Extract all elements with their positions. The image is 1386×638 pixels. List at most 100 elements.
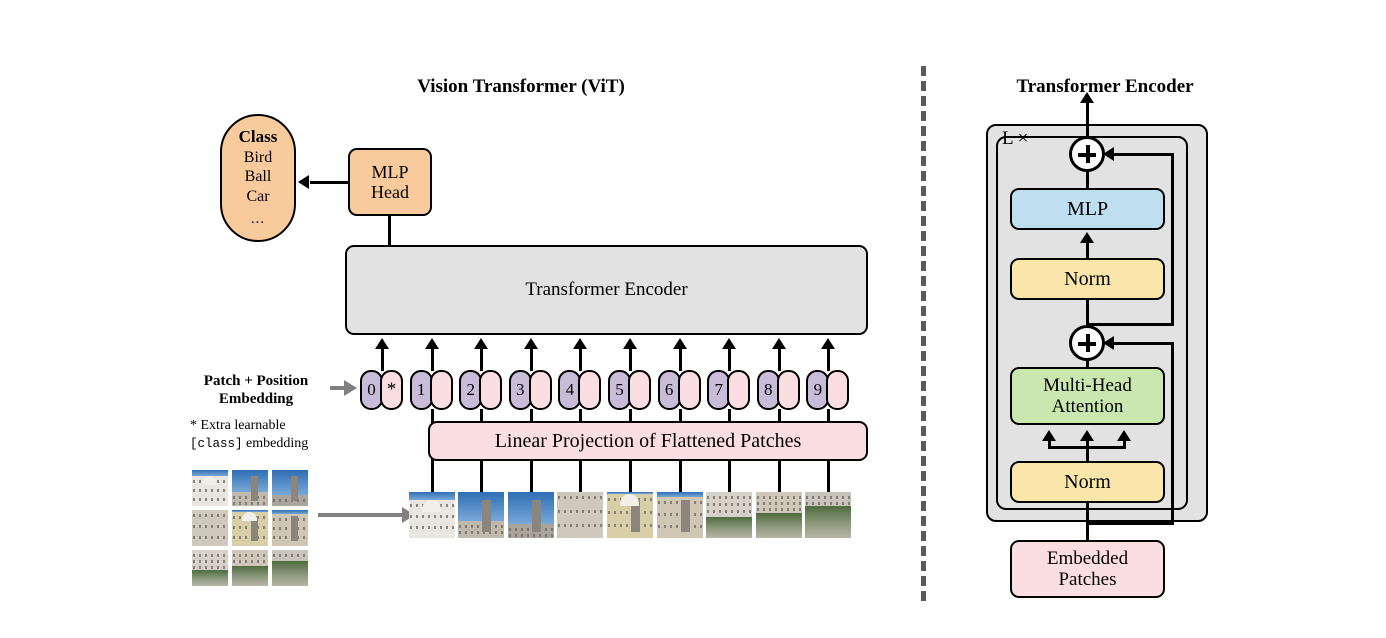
mlp-block: MLP [1010,188,1165,230]
patch-window-row [707,510,751,513]
patch-window-row [193,489,227,492]
token-capsule-5: 5 [608,370,651,410]
flattened-patch-2 [508,492,554,538]
token-capsule-4: 4 [558,370,602,410]
patch-embedding-7 [727,370,751,410]
residual-upper-hline-top [1112,153,1174,156]
token-to-encoder-arrowhead-7 [722,338,737,349]
source-patch-5 [272,510,308,546]
token-to-encoder-arrowhead-6 [672,338,687,349]
norm-top-to-mlp-line [1086,240,1089,260]
patch-dome [422,500,441,512]
patch-sky [508,492,554,524]
flattened-patch-7 [756,492,802,538]
patch-embedding-2 [479,370,503,410]
token-to-encoder-arrowhead-1 [424,338,439,349]
flattened-patch-1 [458,492,504,538]
encoder-output-line [1086,98,1089,142]
norm-bottom-block: Norm [1010,461,1165,503]
token-to-encoder-line-1 [430,349,434,371]
qkv-arrow-k [1080,430,1094,441]
patch-window-row [193,560,227,563]
transformer-encoder-label: Transformer Encoder [525,279,688,300]
patch-window-row [757,496,801,499]
linear-projection-label: Linear Projection of Flattened Patches [494,429,802,452]
residual-add-bottom [1069,325,1105,361]
patch-to-projection-line-5 [629,459,632,492]
footnote-code: [class] [190,436,243,451]
token-to-encoder-line-6 [678,349,682,371]
token-capsule-2: 2 [459,370,503,410]
patch-sky [232,510,268,512]
patch-sky [232,470,268,492]
patch-ground [192,570,228,586]
patch-to-projection-line-4 [579,459,583,492]
projection-to-token-line-9 [827,409,831,423]
source-patch-2 [272,470,308,506]
token-to-encoder-line-2 [480,349,484,371]
token-to-encoder-line-0 [381,349,384,371]
patch-tower [291,516,298,541]
mlp-head-to-encoder-line [388,214,391,247]
patch-window-row [273,536,307,539]
flattened-patch-0 [409,492,455,538]
residual-add-top [1069,136,1105,172]
embedded-patches-line1: Embedded [1046,547,1129,569]
mlp-head-to-class-arrowhead [298,175,309,189]
patch-window-row [233,554,267,557]
projection-to-token-line-2 [480,409,484,423]
token-to-encoder-line-9 [827,349,831,371]
footnote-tail: embedding [242,435,309,451]
flattened-patch-5 [657,492,703,538]
patch-window-row [193,566,227,569]
patch-tower [532,500,541,532]
repeat-count-label: L × [1002,128,1029,149]
patch-window-row [273,527,307,530]
patch-window-row [757,508,801,511]
token-to-encoder-arrowhead-2 [474,338,489,349]
patch-window-row [707,496,751,499]
patch-window-row [233,496,267,499]
patch-window-row [658,513,702,516]
token-to-encoder-arrowhead-4 [573,338,588,349]
residual-upper-vline-left [1086,300,1089,326]
left-panel-title: Vision Transformer (ViT) [417,76,625,97]
patch-ground [805,506,851,538]
patch-window-row [273,518,307,521]
token-to-encoder-arrowhead-5 [623,338,637,349]
qkv-line-k [1086,441,1089,463]
class-item-2: Car [246,187,270,205]
patch-tower [251,476,258,501]
patch-ground [272,561,308,586]
grid-to-strip-arrow-line [318,513,404,517]
patch-embedding-8 [776,370,800,410]
token-to-encoder-line-5 [629,349,632,371]
patch-ground [756,513,802,538]
patch-embedding-1 [429,370,453,410]
source-patch-3 [192,510,228,546]
norm-top-block: Norm [1010,258,1165,300]
qkv-line-q [1048,441,1051,449]
panel-divider [921,66,926,601]
patch-window-row [233,502,267,505]
right-panel-title: Transformer Encoder [1016,76,1194,97]
source-patch-1 [232,470,268,506]
patch-sky [607,492,653,494]
patch-window-row [459,525,503,528]
patch-window-row [410,515,454,518]
patch-sky [192,470,228,476]
patch-to-projection-line-3 [529,459,533,492]
mlp-head-box: MLP Head [348,148,432,216]
token-capsule-9: 9 [806,370,850,410]
patch-window-row [658,501,702,504]
token-capsule-7: 7 [707,370,751,410]
patch-window-row [558,510,602,513]
class-item-1: Ball [244,168,272,186]
patch-window-row [509,534,553,537]
patch-to-projection-line-9 [827,459,831,492]
patch-window-row [233,536,267,539]
projection-to-token-line-4 [579,409,583,423]
source-patch-7 [232,550,268,586]
embedding-label-line2: Embedding [218,391,294,407]
